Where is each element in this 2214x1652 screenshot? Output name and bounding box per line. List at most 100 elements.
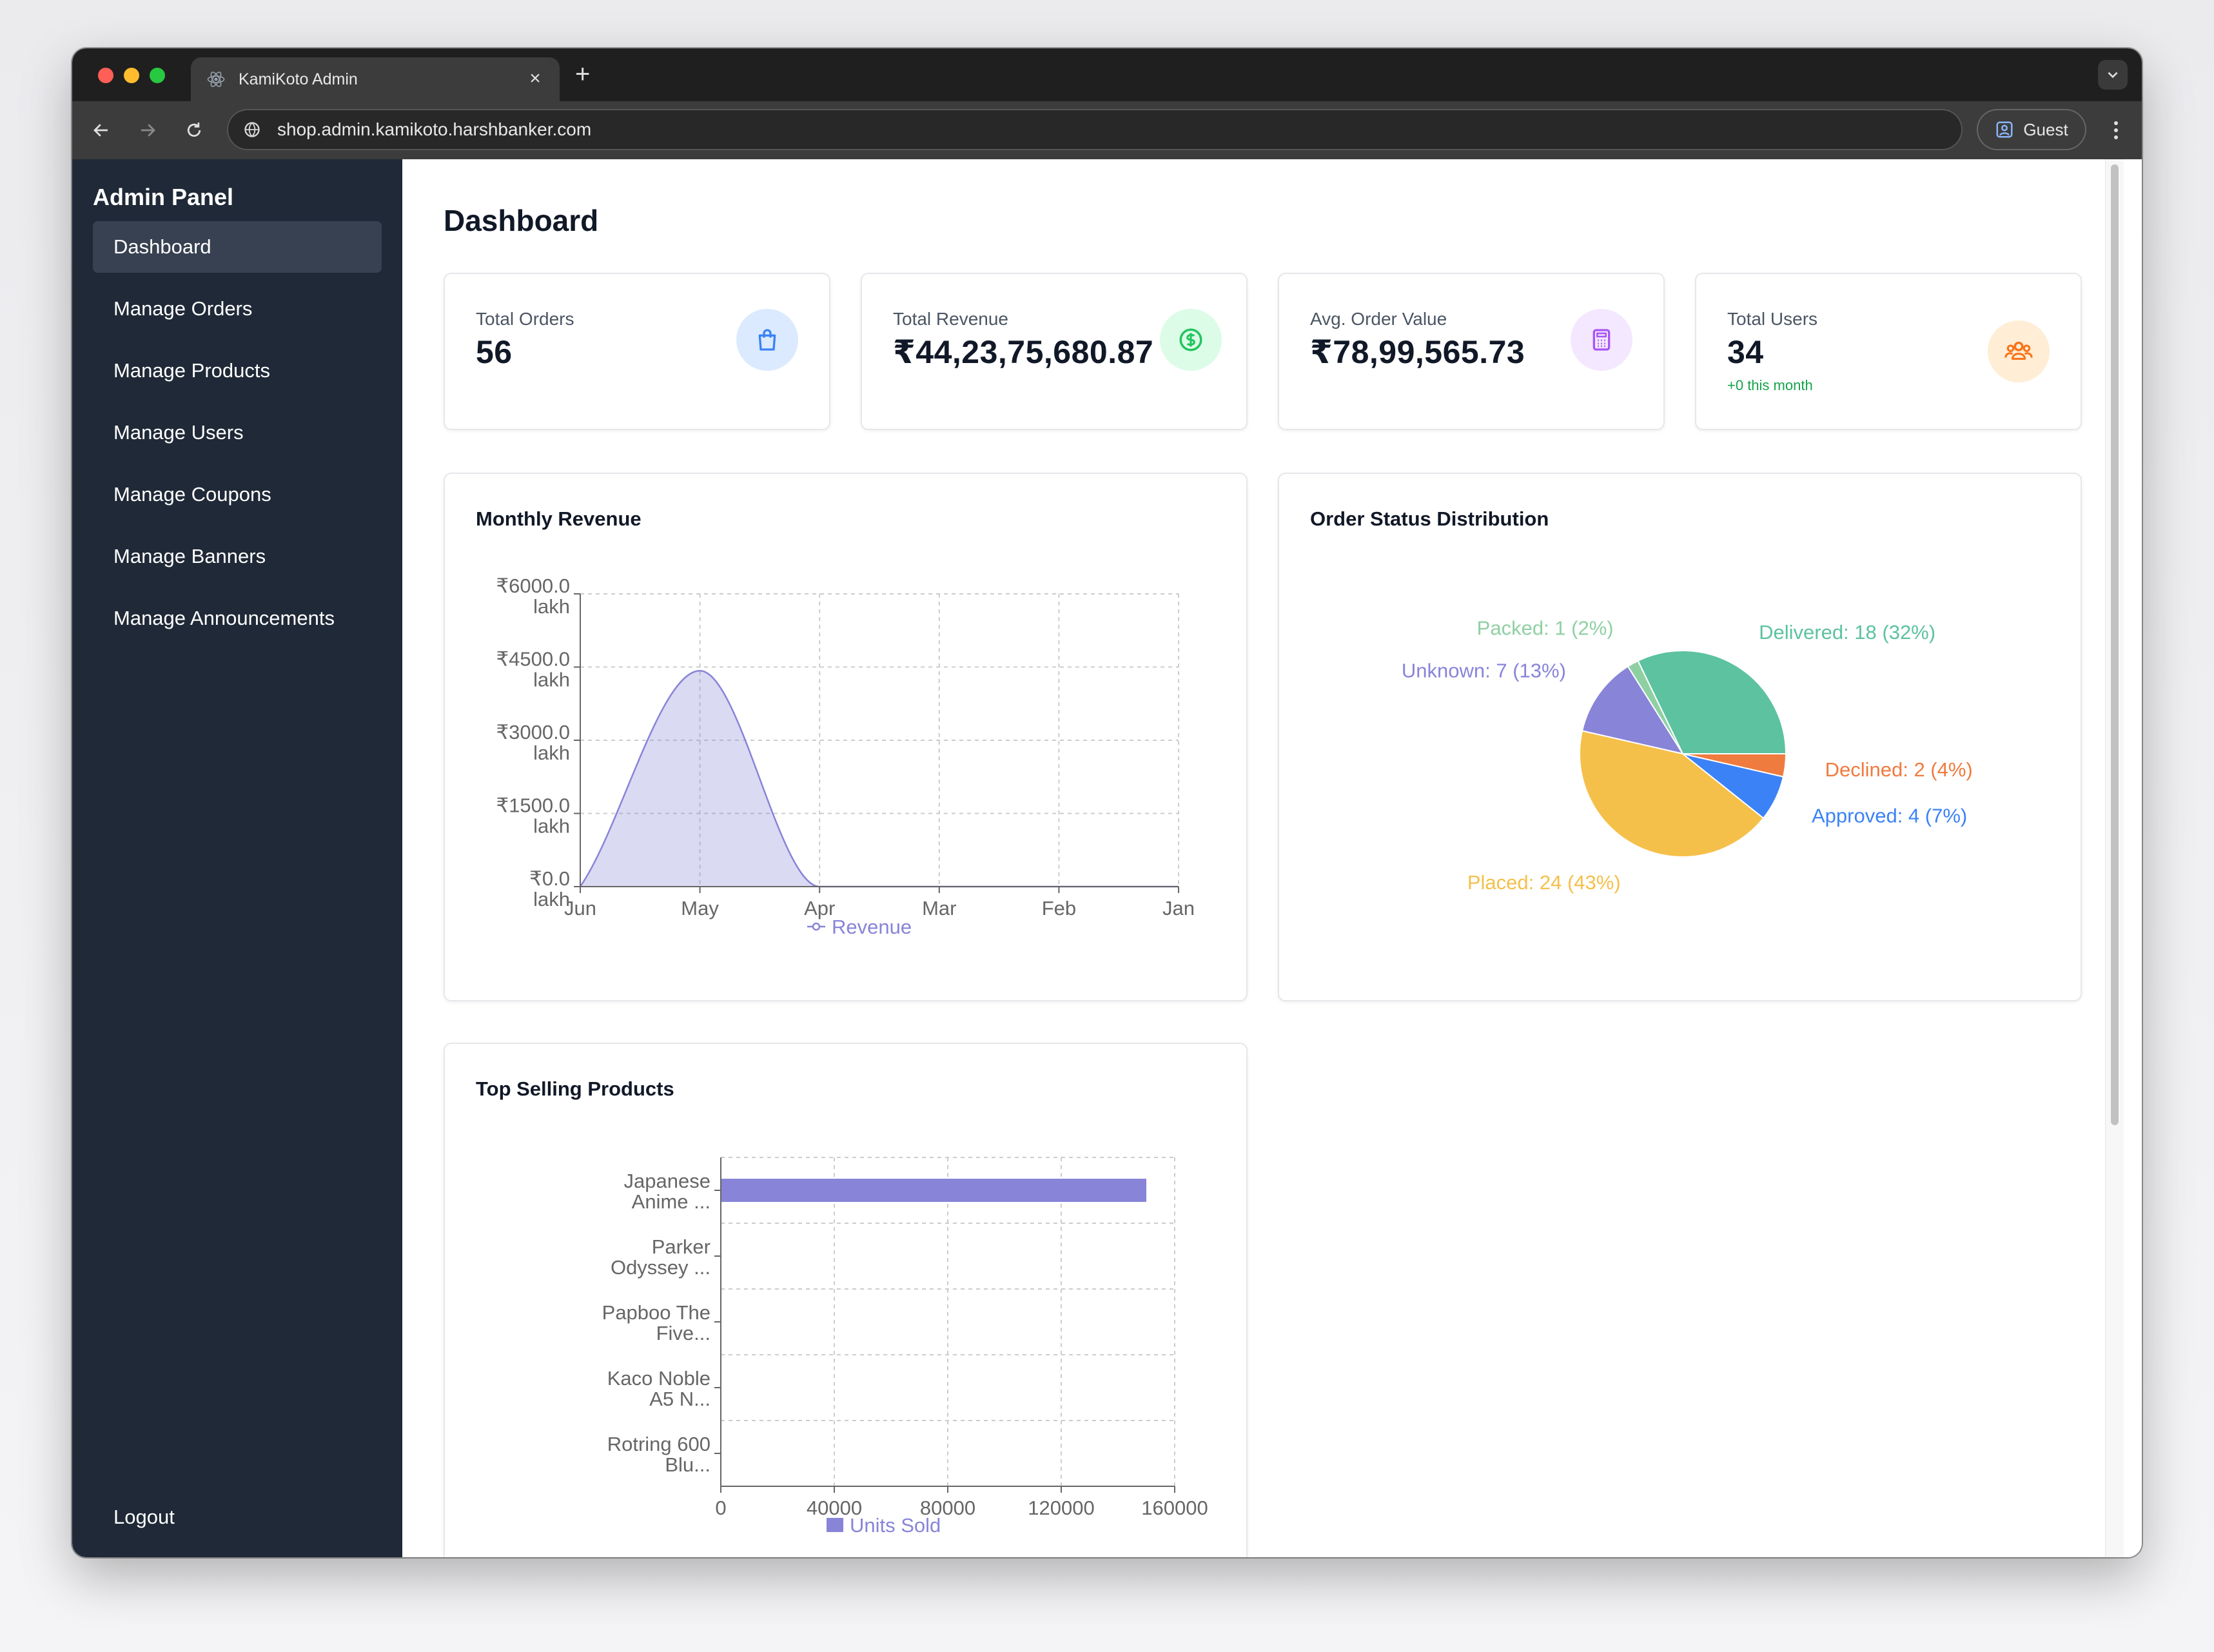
pie-slice bbox=[1637, 650, 1787, 754]
order-status-pie-chart: Delivered: 18 (32%) Packed: 1 (2%) Unknown… bbox=[1402, 617, 1973, 894]
category-label: Anime ... bbox=[632, 1190, 710, 1213]
reload-icon bbox=[187, 123, 201, 137]
pie-slice bbox=[1579, 730, 1765, 858]
y-tick-label: ₹4500.0 bbox=[496, 648, 570, 671]
pie-slice bbox=[1581, 665, 1685, 755]
tab-bar: KamiKoto Admin × + bbox=[72, 48, 2142, 101]
y-tick-label: lakh bbox=[533, 888, 570, 910]
address-bar[interactable]: shop.admin.kamikoto.harshbanker.com bbox=[227, 109, 1963, 150]
legend-label: Revenue bbox=[832, 916, 912, 938]
close-tab-icon[interactable]: × bbox=[529, 68, 541, 89]
x-tick-label: 120000 bbox=[1028, 1497, 1094, 1519]
y-tick-label: ₹1500.0 bbox=[496, 794, 570, 817]
arrow-left-icon bbox=[93, 124, 108, 137]
pie-label: Declined: 2 (4%) bbox=[1825, 758, 1973, 781]
stat-value: 56 bbox=[476, 334, 513, 370]
x-tick-label: Jun bbox=[564, 897, 596, 919]
browser-toolbar: shop.admin.kamikoto.harshbanker.com Gues… bbox=[72, 101, 2142, 159]
x-tick-label: 160000 bbox=[1141, 1497, 1208, 1519]
react-icon bbox=[205, 68, 227, 90]
tab-title: KamiKoto Admin bbox=[239, 70, 358, 88]
profile-button[interactable]: Guest bbox=[1977, 109, 2086, 150]
y-tick-label: ₹3000.0 bbox=[496, 721, 570, 743]
stat-value: ₹78,99,565.73 bbox=[1310, 334, 1525, 370]
brand-title: Admin Panel bbox=[93, 184, 234, 210]
page-scrollbar[interactable] bbox=[2105, 159, 2124, 1557]
category-label: Five... bbox=[656, 1322, 710, 1344]
new-tab-button[interactable]: + bbox=[575, 60, 591, 88]
logout-button[interactable]: Logout bbox=[113, 1506, 175, 1528]
sidebar-item-manage-orders[interactable]: Manage Orders bbox=[113, 297, 253, 320]
monthly-revenue-chart: ₹0.0lakh₹1500.0lakh₹3000.0lakh₹4500.0lak… bbox=[496, 575, 1195, 938]
page-title: Dashboard bbox=[444, 204, 599, 237]
revenue-area bbox=[580, 671, 1179, 887]
x-tick-label: 0 bbox=[715, 1497, 726, 1519]
sidebar-item-manage-banners[interactable]: Manage Banners bbox=[113, 545, 266, 567]
tab-search-button[interactable] bbox=[2098, 60, 2128, 90]
category-label: Blu... bbox=[665, 1453, 710, 1476]
stat-label: Total Orders bbox=[476, 309, 574, 329]
sidebar-item-manage-announcements[interactable]: Manage Announcements bbox=[113, 607, 335, 629]
shopping-bag-icon bbox=[736, 309, 798, 371]
pie-slice bbox=[1682, 753, 1787, 778]
stat-card-total-orders: Total Orders 56 bbox=[444, 273, 830, 430]
site-info-icon[interactable] bbox=[241, 119, 263, 141]
pie-label: Placed: 24 (43%) bbox=[1467, 871, 1621, 894]
forward-button[interactable] bbox=[133, 115, 162, 145]
x-tick-label: Mar bbox=[922, 897, 956, 919]
minimize-window-button[interactable] bbox=[124, 68, 139, 83]
x-tick-label: 80000 bbox=[920, 1497, 975, 1519]
y-tick-label: ₹6000.0 bbox=[496, 575, 570, 597]
calculator-icon bbox=[1571, 309, 1632, 371]
more-vertical-icon bbox=[2114, 121, 2118, 139]
sidebar-item-manage-products[interactable]: Manage Products bbox=[113, 359, 270, 382]
chevron-down-icon bbox=[2108, 72, 2118, 79]
category-label: Parker bbox=[652, 1235, 710, 1258]
browser-tab[interactable]: KamiKoto Admin × bbox=[191, 57, 560, 101]
pie-label: Unknown: 7 (13%) bbox=[1402, 660, 1566, 682]
card-title: Monthly Revenue bbox=[476, 507, 642, 530]
stat-label: Total Users bbox=[1727, 309, 1818, 329]
category-label: Kaco Noble bbox=[607, 1367, 710, 1390]
back-button[interactable] bbox=[86, 115, 116, 145]
stat-subtext: +0 this month bbox=[1727, 377, 1813, 393]
legend-square-icon bbox=[827, 1518, 843, 1532]
top-products-card: Top Selling Products Japanese Anime ... Pa… bbox=[444, 1043, 1248, 1557]
bar bbox=[721, 1179, 1146, 1202]
y-tick-label: lakh bbox=[533, 595, 570, 618]
sidebar-item-manage-users[interactable]: Manage Users bbox=[113, 421, 244, 444]
browser-window: KamiKoto Admin × + shop.admin.kamikoto.h… bbox=[72, 48, 2142, 1557]
x-tick-label: Jan bbox=[1162, 897, 1195, 919]
sidebar-item-dashboard[interactable]: Dashboard bbox=[93, 221, 382, 273]
x-tick-label: Apr bbox=[804, 897, 835, 919]
stat-card-avg-order-value: Avg. Order Value ₹78,99,565.73 bbox=[1278, 273, 1665, 430]
reload-button[interactable] bbox=[179, 115, 209, 145]
x-tick-label: 40000 bbox=[807, 1497, 862, 1519]
browser-menu-button[interactable] bbox=[2110, 115, 2122, 145]
category-label: Japanese bbox=[624, 1170, 710, 1192]
sidebar-item-manage-coupons[interactable]: Manage Coupons bbox=[113, 483, 271, 506]
stat-label: Avg. Order Value bbox=[1310, 309, 1447, 329]
legend-dot-icon bbox=[812, 922, 821, 931]
sidebar: Admin Panel Dashboard Manage Orders Mana… bbox=[72, 159, 402, 1557]
order-status-card: Order Status Distribution Delivered: 18 … bbox=[1278, 473, 2082, 1001]
y-tick-label: ₹0.0 bbox=[529, 867, 570, 890]
dollar-icon bbox=[1160, 309, 1222, 371]
scrollbar-thumb[interactable] bbox=[2111, 164, 2119, 1125]
y-tick-label: lakh bbox=[533, 742, 570, 764]
maximize-window-button[interactable] bbox=[150, 68, 165, 83]
category-label: Odyssey ... bbox=[611, 1256, 710, 1279]
monthly-revenue-card: Monthly Revenue ₹0.0 lakh ₹1500.0 lakh ₹3000… bbox=[444, 473, 1248, 1001]
category-label: Rotring 600 bbox=[607, 1433, 710, 1455]
category-label: A5 N... bbox=[649, 1388, 710, 1410]
y-tick-label: lakh bbox=[533, 669, 570, 691]
person-icon bbox=[1996, 121, 2013, 138]
profile-label: Guest bbox=[2023, 119, 2068, 139]
stat-card-total-revenue: Total Revenue ₹44,23,75,680.87 bbox=[861, 273, 1248, 430]
close-window-button[interactable] bbox=[98, 68, 113, 83]
pie-label: Packed: 1 (2%) bbox=[1477, 617, 1614, 640]
main-content: Dashboard Total Orders 56 Total Revenue … bbox=[402, 159, 2124, 1557]
stat-value: ₹44,23,75,680.87 bbox=[893, 334, 1154, 370]
stat-card-total-users: Total Users 34 +0 this month bbox=[1695, 273, 2082, 430]
x-tick-label: May bbox=[681, 897, 719, 919]
